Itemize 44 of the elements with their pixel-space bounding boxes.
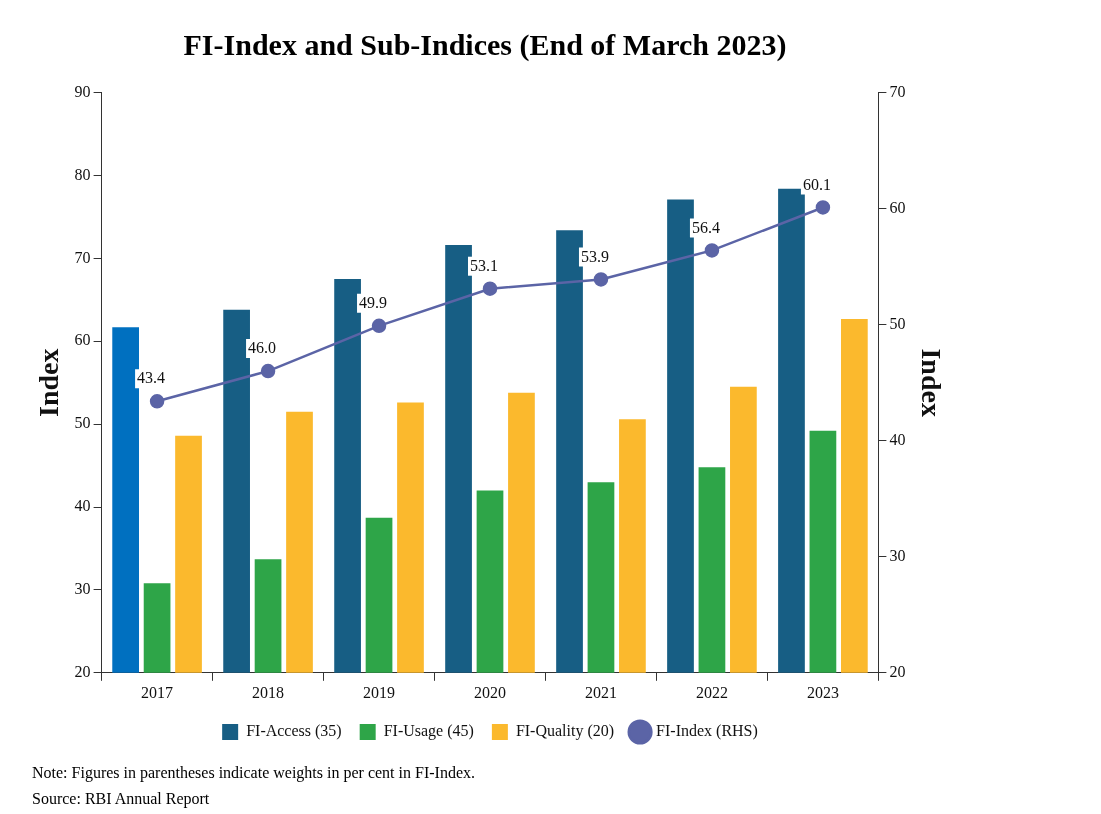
x-tick-label: 2020 [474, 683, 506, 701]
point [149, 394, 165, 409]
data-label: 60.1 [802, 175, 831, 193]
y-tick-label: 90 [74, 82, 91, 100]
y-tick-label: 30 [74, 580, 91, 598]
data-label: 43.4 [137, 369, 166, 387]
legend-label: FI-Index (RHS) [656, 722, 758, 741]
y-tick-label: 70 [74, 248, 91, 266]
data-label: 46.0 [248, 339, 277, 357]
data-label: 53.1 [470, 256, 498, 274]
x-tick-label: 2021 [584, 683, 617, 701]
data-label: 49.9 [359, 294, 388, 312]
y2-tick-label: 40 [889, 430, 906, 448]
source-note: Source: RBI Annual Report [32, 789, 211, 810]
y2-tick-label: 70 [889, 82, 906, 100]
point [704, 243, 720, 258]
y2-tick-label: 20 [889, 663, 906, 680]
x-tick-label: 2023 [806, 683, 839, 701]
text: Note: Figures in parentheses indicate weights in per cent in FI-Index. [32, 763, 475, 784]
x-tick-label: 2019 [363, 683, 396, 701]
point [815, 200, 831, 215]
x-tick-label: 2018 [252, 683, 285, 701]
chart-title: FI-Index and Sub-Indices (End of March 2023) [182, 28, 788, 62]
y2-tick-label: 50 [889, 314, 906, 332]
point [482, 281, 498, 296]
y-tick-label: 80 [74, 165, 91, 183]
y2-tick-label: 30 [889, 546, 906, 564]
legend-label: FI-Usage (45) [383, 722, 474, 741]
point [593, 272, 609, 287]
point [371, 318, 387, 334]
data-label: 56.4 [691, 218, 720, 236]
x-tick-label: 2017 [141, 683, 174, 701]
y-tick-label: 20 [74, 663, 91, 680]
y2-tick-label: 60 [889, 198, 906, 216]
y-tick-label: 50 [74, 414, 91, 432]
legend-label: FI-Quality (20) [515, 722, 615, 741]
data-label: 53.9 [580, 247, 609, 265]
y-axis-title: Index [33, 348, 65, 417]
x-tick-label: 2022 [695, 683, 728, 701]
y-tick-label: 60 [74, 331, 91, 349]
legend-label: FI-Access (35) [246, 722, 342, 741]
y-tick-label: 40 [74, 497, 91, 515]
y2-axis-title: Index [915, 348, 947, 417]
point [260, 363, 276, 379]
